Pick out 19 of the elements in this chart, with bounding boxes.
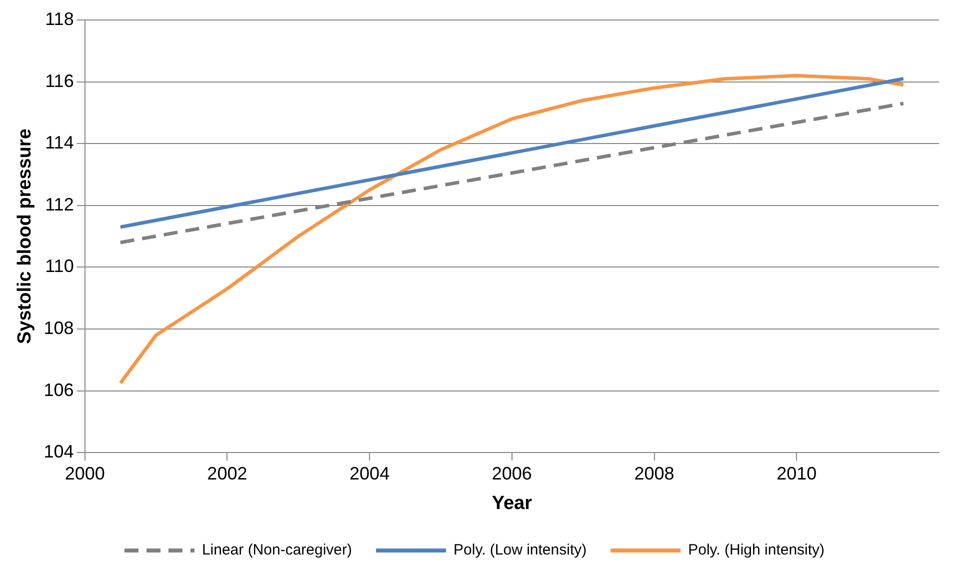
y-tick-label: 104 (44, 442, 74, 462)
x-tick-label: 2010 (776, 463, 817, 484)
legend-label: Poly. (High intensity) (688, 542, 825, 559)
y-tick-label: 112 (45, 194, 74, 214)
x-tick-label: 2004 (350, 463, 390, 484)
y-tick-label: 106 (44, 380, 74, 400)
legend-label: Poly. (Low intensity) (454, 542, 587, 559)
x-tick-label: 2008 (634, 463, 674, 484)
x-tick-label: 2006 (492, 463, 532, 484)
y-axis-title: Systolic blood pressure (14, 128, 36, 344)
y-tick-label: 108 (44, 318, 74, 338)
x-axis-title: Year (492, 492, 533, 514)
y-tick-label: 116 (45, 70, 74, 91)
x-tick-label: 2002 (207, 463, 248, 484)
legend-label: Linear (Non-caregiver) (202, 542, 352, 559)
x-tick-label: 2000 (64, 463, 105, 484)
y-tick-label: 110 (45, 256, 74, 276)
y-tick-label: 118 (45, 8, 74, 29)
y-tick-label: 114 (45, 132, 74, 153)
